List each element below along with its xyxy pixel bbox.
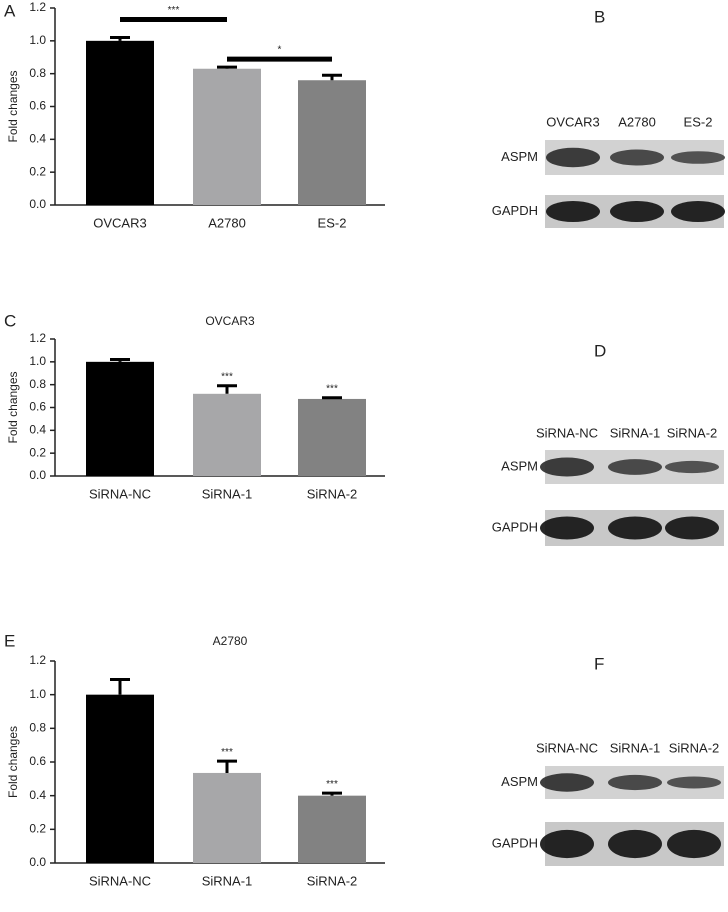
panel-label: B <box>594 7 605 26</box>
row-label: GAPDH <box>492 203 538 218</box>
lane-label: SiRNA-1 <box>610 425 661 440</box>
row-label: GAPDH <box>492 835 538 850</box>
y-tick-label: 0.4 <box>29 423 46 437</box>
lane-label: SiRNA-NC <box>536 740 598 755</box>
y-tick-label: 1.2 <box>29 0 46 14</box>
blot-band <box>546 147 600 168</box>
error-bar <box>110 678 130 695</box>
y-axis-label: Fold changes <box>6 726 20 798</box>
y-tick-label: 0.6 <box>29 99 46 113</box>
bar <box>86 40 154 206</box>
y-tick-label: 0.0 <box>29 468 46 482</box>
lane-label: A2780 <box>618 114 656 129</box>
y-tick-label: 0.0 <box>29 197 46 211</box>
bar <box>193 68 261 205</box>
y-tick-label: 1.0 <box>29 354 46 368</box>
error-bar <box>322 791 342 796</box>
y-tick-label: 1.2 <box>29 653 46 667</box>
y-tick-label: 1.2 <box>29 331 46 345</box>
lane-label: OVCAR3 <box>546 114 599 129</box>
blot-band <box>608 774 662 791</box>
panel-label: A <box>4 1 16 20</box>
bar <box>86 694 154 863</box>
y-tick-label: 0.4 <box>29 132 46 146</box>
y-tick-label: 0.6 <box>29 754 46 768</box>
error-bar <box>110 358 130 362</box>
significance: *** <box>221 747 233 758</box>
bar <box>193 772 261 863</box>
blot-band <box>671 200 725 223</box>
y-tick-label: 0.4 <box>29 788 46 802</box>
blot-band <box>665 460 719 474</box>
blot-band <box>608 516 662 540</box>
panel-label: D <box>594 341 606 360</box>
y-tick-label: 0.8 <box>29 377 46 391</box>
y-tick-label: 0.8 <box>29 721 46 735</box>
blot-band <box>608 459 662 475</box>
blot-band <box>540 516 594 540</box>
x-tick-label: ES-2 <box>318 215 347 230</box>
error-bar <box>217 65 237 69</box>
blot-band <box>610 200 664 223</box>
bar <box>298 398 366 476</box>
panel-label: C <box>4 311 16 330</box>
blot-band <box>546 200 600 223</box>
blot-band <box>665 516 719 540</box>
error-bar <box>110 36 130 41</box>
lane-label: ES-2 <box>684 114 713 129</box>
blot-band <box>667 776 721 789</box>
blot-band <box>610 149 664 166</box>
bar <box>298 795 366 863</box>
x-tick-label: SiRNA-NC <box>89 486 151 501</box>
row-label: GAPDH <box>492 519 538 534</box>
panel-label: E <box>4 631 15 650</box>
y-tick-label: 1.0 <box>29 33 46 47</box>
blot-band <box>608 829 662 859</box>
y-tick-label: 1.0 <box>29 687 46 701</box>
error-bar <box>322 73 342 81</box>
y-tick-label: 0.2 <box>29 822 46 836</box>
x-tick-label: SiRNA-NC <box>89 873 151 888</box>
error-bar <box>322 396 342 400</box>
significance: *** <box>326 383 338 394</box>
x-tick-label: OVCAR3 <box>93 215 146 230</box>
blot-band <box>671 151 725 164</box>
error-bar <box>217 384 237 394</box>
significance: *** <box>168 5 180 16</box>
blot-band <box>540 457 594 477</box>
y-tick-label: 0.8 <box>29 66 46 80</box>
y-axis-label: Fold changes <box>6 70 20 142</box>
significance: *** <box>326 779 338 790</box>
error-bar <box>217 759 237 773</box>
panel-label: F <box>594 654 604 673</box>
y-tick-label: 0.2 <box>29 445 46 459</box>
row-label: ASPM <box>501 149 538 164</box>
x-tick-label: A2780 <box>208 215 246 230</box>
significance: *** <box>221 371 233 382</box>
y-tick-label: 0.0 <box>29 855 46 869</box>
bar <box>86 361 154 476</box>
blot-band <box>540 829 594 859</box>
lane-label: SiRNA-2 <box>669 740 720 755</box>
chart-title: A2780 <box>213 634 248 648</box>
bar <box>298 80 366 205</box>
x-tick-label: SiRNA-1 <box>202 486 253 501</box>
x-tick-label: SiRNA-2 <box>307 486 358 501</box>
lane-label: SiRNA-1 <box>610 740 661 755</box>
y-axis-label: Fold changes <box>6 371 20 443</box>
y-tick-label: 0.6 <box>29 400 46 414</box>
blot-band <box>540 773 594 792</box>
lane-label: SiRNA-2 <box>667 425 718 440</box>
row-label: ASPM <box>501 458 538 473</box>
blot-band <box>667 829 721 859</box>
y-tick-label: 0.2 <box>29 164 46 178</box>
x-tick-label: SiRNA-2 <box>307 873 358 888</box>
chart-title: OVCAR3 <box>205 314 255 328</box>
lane-label: SiRNA-NC <box>536 425 598 440</box>
row-label: ASPM <box>501 774 538 789</box>
x-tick-label: SiRNA-1 <box>202 873 253 888</box>
significance: * <box>278 45 282 56</box>
bar <box>193 393 261 476</box>
